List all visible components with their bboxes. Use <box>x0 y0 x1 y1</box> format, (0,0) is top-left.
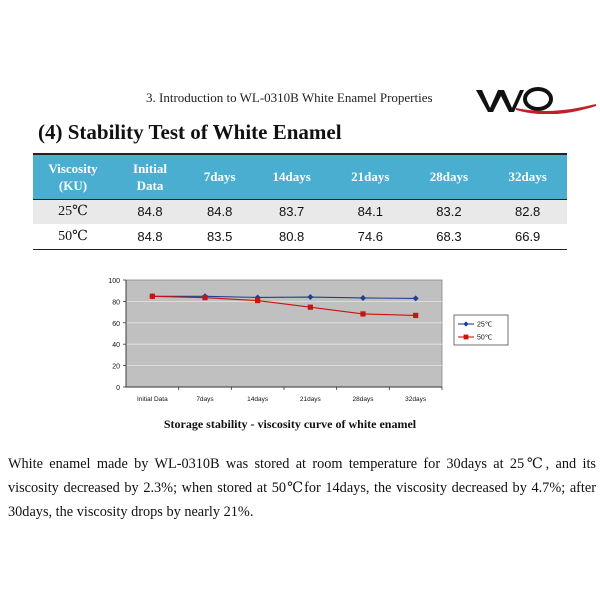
x-tick-label: 7days <box>196 396 214 403</box>
page-header: 3. Introduction to WL-0310B White Enamel… <box>0 84 600 118</box>
data-point <box>413 312 419 319</box>
chart-caption: Storage stability - viscosity curve of w… <box>163 417 417 431</box>
header-cell-14days: 14days <box>252 153 331 200</box>
header-cell-32days: 32days <box>488 153 567 200</box>
table-row: 50℃ 84.8 83.5 80.8 74.6 68.3 66.9 <box>33 224 567 250</box>
section-title: (4) Stability Test of White Enamel <box>38 120 342 144</box>
header-cell-28days: 28days <box>409 153 489 200</box>
data-point <box>202 295 208 301</box>
table-row: 25℃ 84.8 84.8 83.7 84.1 83.2 82.8 <box>33 199 567 224</box>
y-tick-label: 60 <box>112 321 120 328</box>
table-cell: 84.8 <box>187 199 253 224</box>
header-cell-viscosity: Viscosity (KU) <box>33 153 113 200</box>
data-point <box>360 311 366 317</box>
header-cell-21days: 21days <box>330 153 410 200</box>
table-cell: 82.8 <box>488 199 567 224</box>
series-line <box>152 295 416 316</box>
header-cell-7days: 7days <box>187 153 253 200</box>
table-header-row: Viscosity (KU) Initial Data 7days 14days 2… <box>33 153 567 200</box>
legend-label: 50℃ <box>477 335 493 342</box>
row-label: 25℃ <box>33 199 113 224</box>
header-cell-initial: Initial Data <box>113 153 187 200</box>
legend-marker <box>463 321 469 327</box>
table-cell: 80.8 <box>252 224 331 250</box>
table-cell: 84.8 <box>113 224 187 250</box>
series-line <box>152 295 416 299</box>
table-cell: 83.2 <box>409 199 489 224</box>
legend-marker <box>463 334 469 340</box>
y-tick-label: 100 <box>108 278 120 285</box>
table-cell: 68.3 <box>409 224 489 250</box>
data-point <box>360 294 366 301</box>
y-tick-label: 40 <box>112 342 120 349</box>
table-cell: 84.8 <box>113 199 187 224</box>
y-tick-label: 20 <box>112 364 120 371</box>
x-tick-label: 14days <box>247 396 269 403</box>
table-cell: 83.7 <box>252 199 331 224</box>
data-point <box>307 304 313 310</box>
table-cell: 74.6 <box>330 224 410 250</box>
x-tick-label: 32days <box>405 396 427 403</box>
table-cell: 84.1 <box>330 199 410 224</box>
y-tick-label: 0 <box>116 385 120 392</box>
table-cell: 66.9 <box>488 224 567 250</box>
stability-table: Viscosity (KU) Initial Data 7days 14days 2… <box>33 153 567 250</box>
table-cell: 83.5 <box>187 224 253 250</box>
x-tick-label: 21days <box>300 396 322 403</box>
viscosity-chart: 0 20 40 60 80 100 Initial Data 7days 14days 21day… <box>90 268 530 410</box>
data-point <box>149 293 155 299</box>
legend-label: 25℃ <box>477 322 493 329</box>
row-label: 50℃ <box>33 224 113 250</box>
data-point <box>307 294 314 301</box>
x-tick-label: 28days <box>353 396 375 403</box>
data-point <box>412 295 419 302</box>
y-tick-label: 80 <box>112 299 120 306</box>
chart-svg: 0 20 40 60 80 100 Initial Data 7days 14days 21day… <box>108 278 509 403</box>
wq-logo <box>476 87 596 114</box>
x-tick-label: Initial Data <box>137 396 168 403</box>
data-point <box>254 294 261 301</box>
header-text: 3. Introduction to WL-0310B White Enamel… <box>146 90 433 105</box>
body-paragraph: White enamel made by WL-0310B was stored… <box>8 456 596 520</box>
data-point <box>255 297 261 304</box>
legend-box <box>453 314 509 346</box>
